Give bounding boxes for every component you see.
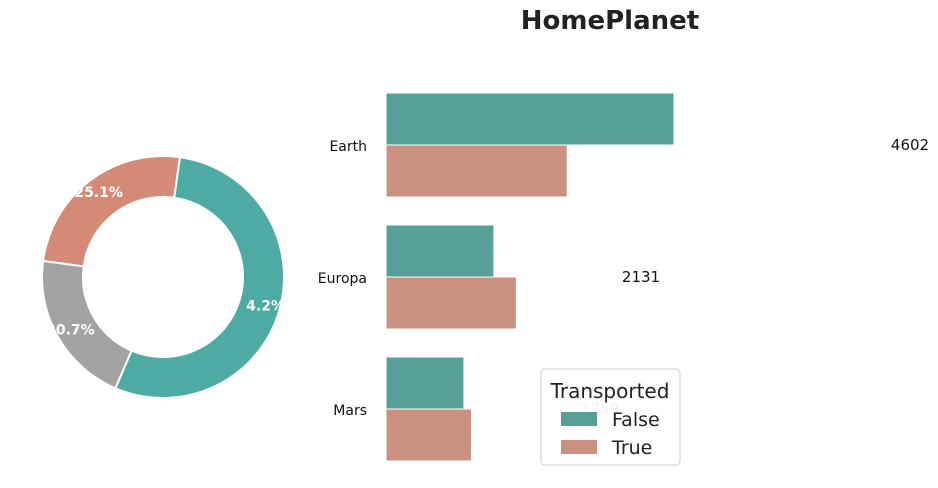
donut-label-earth: 4.2% xyxy=(246,299,285,315)
bar-chart: Earth4602Europa2131Mars1759 xyxy=(318,92,929,462)
donut-label-europa: 20.7% xyxy=(46,323,95,339)
tick-label-mars: Mars xyxy=(333,403,367,419)
donut-chart: 4.2% 20.7% 25.1% xyxy=(41,155,285,399)
total-label-europa: 2131 xyxy=(622,268,660,286)
bar-europa-true xyxy=(385,276,517,330)
bar-europa-false xyxy=(385,224,495,278)
legend: Transported False True xyxy=(540,368,681,466)
total-label-earth: 4602 xyxy=(891,136,929,154)
bar-earth-true xyxy=(385,144,568,198)
legend-swatch-true xyxy=(561,440,597,454)
bar-mars-true xyxy=(385,408,472,462)
donut-slice-earth xyxy=(114,156,285,399)
tick-label-europa: Europa xyxy=(318,271,367,287)
legend-label-true: True xyxy=(611,437,652,459)
legend-label-false: False xyxy=(612,409,660,431)
donut-slice-mars xyxy=(41,155,182,268)
tick-label-earth: Earth xyxy=(329,139,367,155)
bar-earth-false xyxy=(385,92,675,146)
donut-label-mars: 25.1% xyxy=(74,185,123,201)
legend-swatch-false xyxy=(561,412,597,426)
bar-mars-false xyxy=(385,356,465,410)
chart-title: HomePlanet xyxy=(520,6,700,36)
legend-title: Transported xyxy=(550,379,670,403)
